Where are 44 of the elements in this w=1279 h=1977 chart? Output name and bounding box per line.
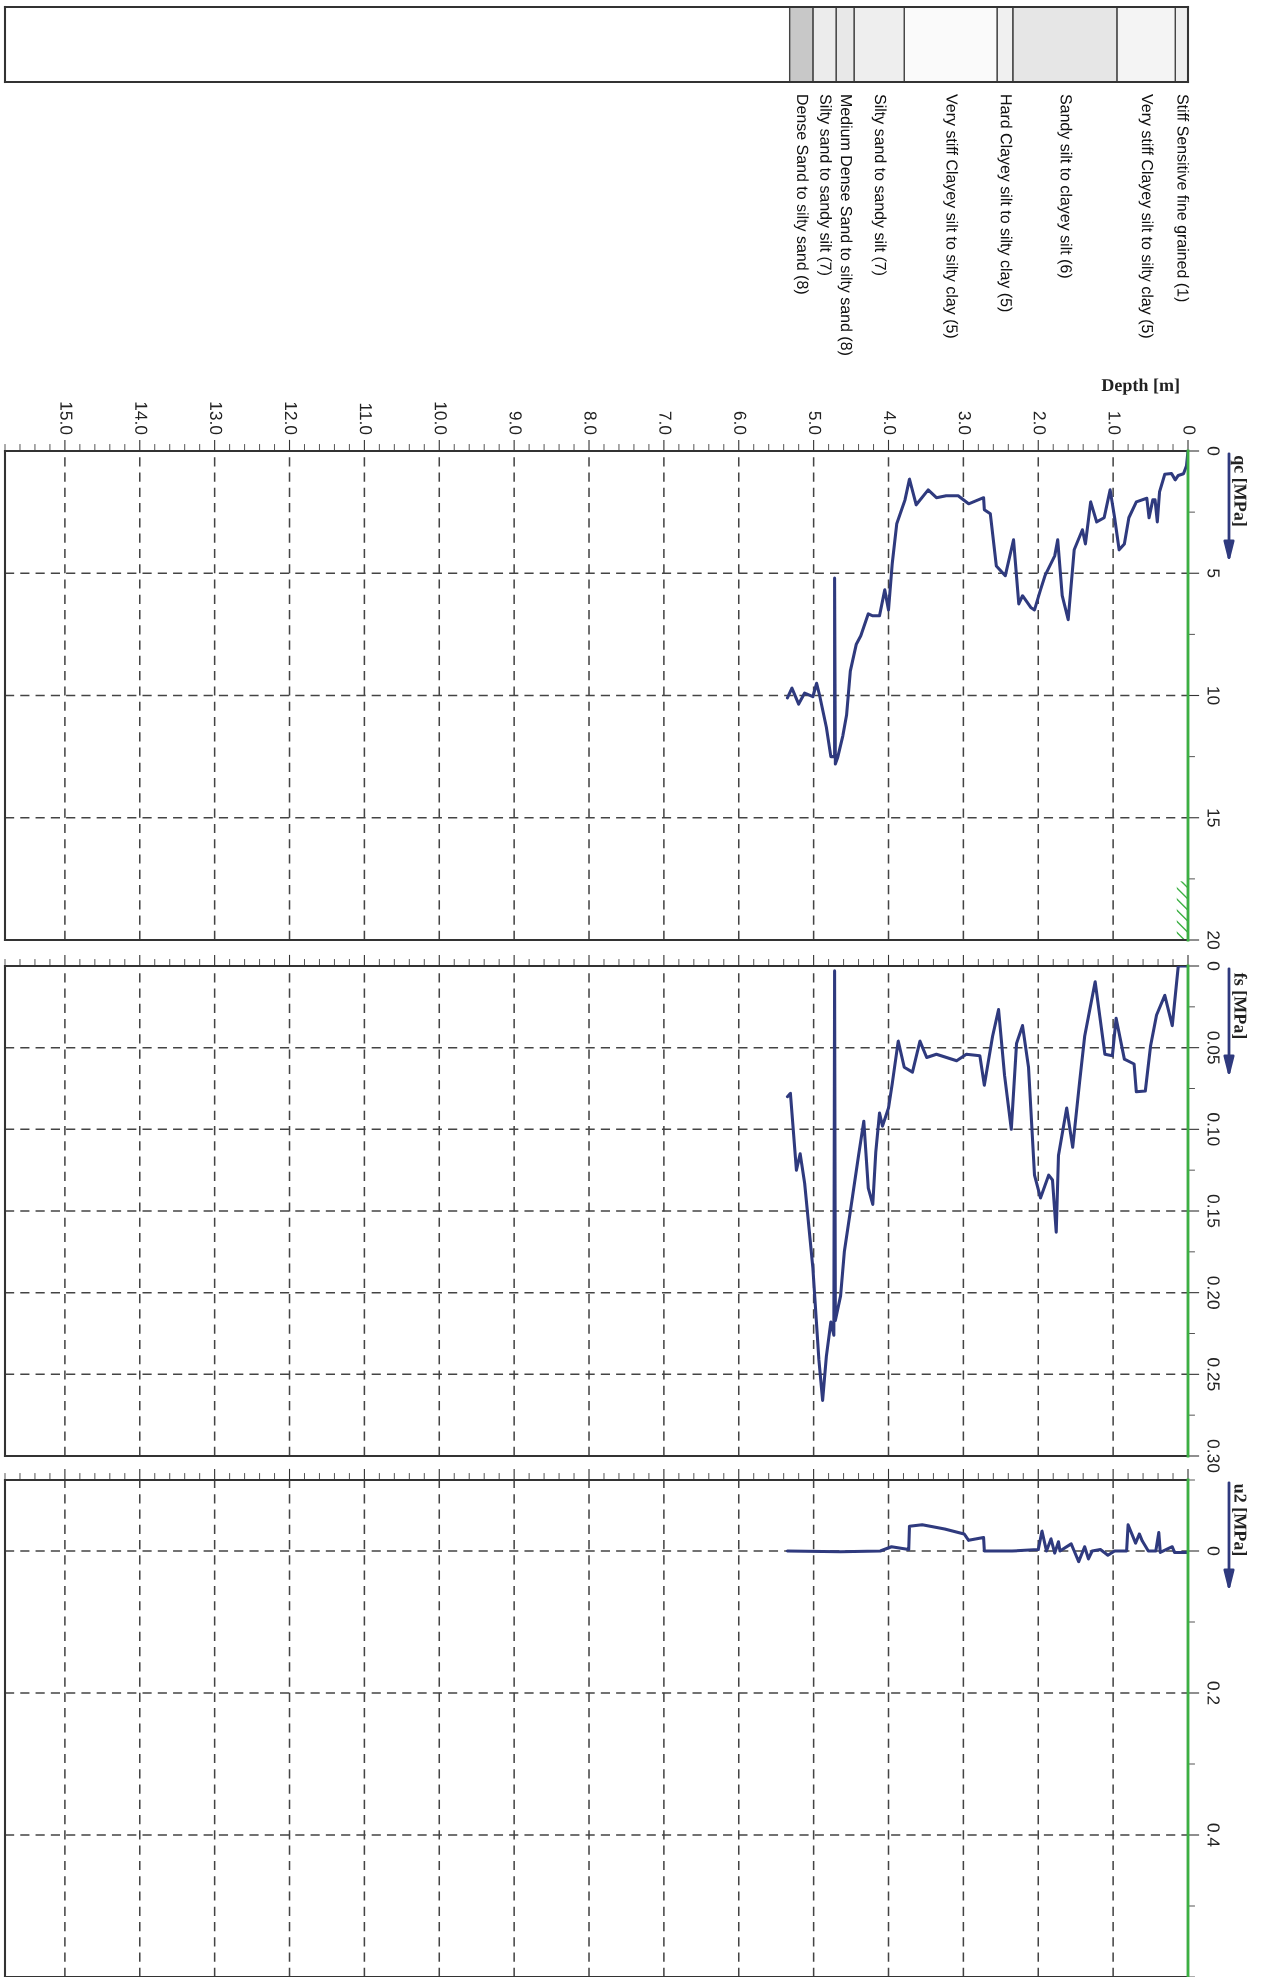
y-tick-label: 0.10 (1207, 1113, 1220, 1146)
x-tick-label: 10.0 (434, 402, 447, 435)
text: Hard Clayey silt to silty clay (5) (997, 95, 1013, 312)
x-tick-label: 6.0 (734, 411, 747, 435)
y-tick-label: 0.05 (1207, 1031, 1220, 1064)
y-tick-label: 0.25 (1207, 1358, 1220, 1391)
x-tick-label: 2.0 (1033, 411, 1046, 435)
text: Dense Sand to silty sand (8) (793, 95, 809, 294)
y-tick-label: 15 (1207, 809, 1220, 827)
x-tick-label: 8.0 (584, 411, 597, 435)
x-tick-label: 0 (1183, 426, 1196, 435)
x-tick-label: 5.0 (808, 411, 822, 435)
x-tick-label: 1.0 (1108, 412, 1121, 435)
y-tick-label: 0 (1207, 446, 1220, 456)
y-tick-label: 0 (1207, 1546, 1220, 1556)
x-tick-label: 7.0 (659, 411, 672, 435)
x-tick-label: 14.0 (135, 402, 148, 435)
text: Silty sand to sandy silt (7) (871, 94, 887, 275)
y-axis-title: u2 [MPa] (1232, 1483, 1247, 1556)
y-tick-label: 0.4 (1207, 1823, 1220, 1847)
y-tick-label: 10 (1207, 687, 1220, 705)
text: Very stiff Clayey silt to silty clay (5) (1138, 94, 1154, 338)
x-tick-label: 9.0 (509, 411, 522, 435)
x-tick-label: 15.0 (60, 402, 73, 435)
y-tick-label: 0 (1207, 961, 1220, 971)
x-tick-label: 4.0 (883, 411, 897, 435)
text: Stiff Sensitive fine grained (1) (1174, 94, 1190, 302)
y-tick-label: 0.20 (1207, 1276, 1220, 1309)
y-tick-label: 0.2 (1207, 1681, 1220, 1705)
y-tick-label: 5 (1207, 569, 1220, 578)
y-tick-label: 0.30 (1207, 1439, 1220, 1473)
x-tick-label: 11.0 (359, 403, 373, 435)
x-tick-label: 13.0 (209, 402, 223, 435)
y-axis-title: fs [MPa] (1232, 972, 1248, 1038)
y-axis-title: qc [MPa] (1230, 455, 1247, 526)
text: Sandy silt to clayey silt (6) (1057, 94, 1073, 278)
x-tick-label: 3.0 (958, 411, 972, 435)
y-tick-label: 20 (1207, 931, 1220, 949)
y-tick-label: 0.15 (1207, 1194, 1220, 1228)
x-axis-title: Depth [m] (1101, 378, 1179, 395)
text: Medium Dense Sand to silty sand (8) (837, 95, 853, 355)
x-tick-label: 12.0 (284, 402, 298, 435)
text: Very stiff Clayey silt to silty clay (5) (943, 94, 959, 338)
text: Silty sand to sandy silt (7) (817, 94, 832, 275)
